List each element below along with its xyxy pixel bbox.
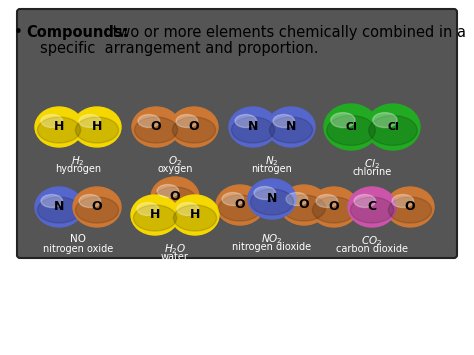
Ellipse shape bbox=[350, 197, 393, 223]
Text: $N_2$: $N_2$ bbox=[265, 154, 279, 168]
Ellipse shape bbox=[135, 117, 178, 143]
Ellipse shape bbox=[151, 177, 199, 217]
Text: H: H bbox=[92, 120, 102, 133]
Ellipse shape bbox=[310, 187, 358, 227]
Ellipse shape bbox=[138, 115, 160, 127]
Ellipse shape bbox=[132, 107, 180, 147]
Ellipse shape bbox=[286, 192, 308, 206]
Ellipse shape bbox=[73, 187, 121, 227]
Text: $H_2$: $H_2$ bbox=[71, 154, 85, 168]
Ellipse shape bbox=[327, 115, 375, 146]
Ellipse shape bbox=[386, 187, 434, 227]
Text: O: O bbox=[91, 201, 102, 213]
Text: $CO_2$: $CO_2$ bbox=[361, 234, 383, 248]
Ellipse shape bbox=[154, 187, 197, 213]
Ellipse shape bbox=[73, 107, 121, 147]
Ellipse shape bbox=[348, 187, 396, 227]
Ellipse shape bbox=[79, 115, 100, 127]
Text: O: O bbox=[170, 191, 180, 203]
Text: Cl: Cl bbox=[345, 122, 357, 132]
Ellipse shape bbox=[273, 115, 295, 127]
Text: •: • bbox=[14, 25, 23, 40]
Ellipse shape bbox=[177, 202, 199, 215]
Ellipse shape bbox=[79, 195, 100, 208]
Text: H: H bbox=[190, 208, 200, 222]
Text: O: O bbox=[151, 120, 161, 133]
Text: hydrogen: hydrogen bbox=[55, 164, 101, 174]
Ellipse shape bbox=[41, 115, 63, 127]
Text: $Cl_2$: $Cl_2$ bbox=[364, 157, 380, 171]
Ellipse shape bbox=[75, 197, 118, 223]
Text: $O_2$: $O_2$ bbox=[168, 154, 182, 168]
Text: specific  arrangement and proportion.: specific arrangement and proportion. bbox=[40, 41, 319, 56]
Ellipse shape bbox=[392, 195, 414, 208]
Text: O: O bbox=[405, 201, 415, 213]
Ellipse shape bbox=[37, 197, 81, 223]
Text: chlorine: chlorine bbox=[352, 167, 392, 177]
Text: $H_2O$: $H_2O$ bbox=[164, 242, 186, 256]
Text: nitrogen oxide: nitrogen oxide bbox=[43, 244, 113, 254]
Text: N: N bbox=[248, 120, 258, 133]
Ellipse shape bbox=[229, 107, 277, 147]
Ellipse shape bbox=[388, 197, 432, 223]
Text: C: C bbox=[367, 201, 376, 213]
Ellipse shape bbox=[176, 115, 198, 127]
Ellipse shape bbox=[216, 185, 264, 225]
Text: O: O bbox=[189, 120, 199, 133]
Text: O: O bbox=[328, 201, 339, 213]
Text: N: N bbox=[54, 201, 64, 213]
Ellipse shape bbox=[369, 115, 417, 146]
Ellipse shape bbox=[231, 117, 274, 143]
Ellipse shape bbox=[366, 104, 420, 150]
Ellipse shape bbox=[173, 205, 217, 231]
Text: NO: NO bbox=[70, 234, 86, 244]
Text: Cl: Cl bbox=[387, 122, 399, 132]
Text: H: H bbox=[150, 208, 160, 222]
Text: O: O bbox=[235, 198, 246, 212]
Text: $NO_2$: $NO_2$ bbox=[261, 232, 283, 246]
Ellipse shape bbox=[254, 186, 275, 200]
Ellipse shape bbox=[250, 189, 293, 215]
Ellipse shape bbox=[171, 195, 219, 235]
Ellipse shape bbox=[248, 179, 296, 219]
Ellipse shape bbox=[170, 107, 218, 147]
Ellipse shape bbox=[312, 197, 356, 223]
Text: nitrogen: nitrogen bbox=[252, 164, 292, 174]
Ellipse shape bbox=[222, 192, 244, 206]
Ellipse shape bbox=[35, 107, 83, 147]
Text: water: water bbox=[161, 252, 189, 262]
Ellipse shape bbox=[137, 202, 159, 215]
Ellipse shape bbox=[354, 195, 375, 208]
Ellipse shape bbox=[235, 115, 256, 127]
Text: Compounds:: Compounds: bbox=[26, 25, 128, 40]
Ellipse shape bbox=[131, 195, 179, 235]
Ellipse shape bbox=[41, 195, 63, 208]
Ellipse shape bbox=[173, 117, 216, 143]
Ellipse shape bbox=[316, 195, 337, 208]
Ellipse shape bbox=[324, 104, 378, 150]
Ellipse shape bbox=[331, 113, 355, 127]
Text: two or more elements chemically combined in a: two or more elements chemically combined… bbox=[108, 25, 466, 40]
Ellipse shape bbox=[133, 205, 177, 231]
Ellipse shape bbox=[267, 107, 315, 147]
Ellipse shape bbox=[75, 117, 118, 143]
Ellipse shape bbox=[280, 185, 328, 225]
Ellipse shape bbox=[283, 195, 326, 221]
FancyBboxPatch shape bbox=[17, 9, 457, 258]
Text: nitrogen dioxide: nitrogen dioxide bbox=[232, 242, 311, 252]
Ellipse shape bbox=[219, 195, 262, 221]
Ellipse shape bbox=[37, 117, 81, 143]
Text: carbon dioxide: carbon dioxide bbox=[336, 244, 408, 254]
Ellipse shape bbox=[157, 185, 179, 197]
Ellipse shape bbox=[35, 187, 83, 227]
Text: N: N bbox=[267, 192, 277, 206]
Text: oxygen: oxygen bbox=[157, 164, 193, 174]
Text: H: H bbox=[54, 120, 64, 133]
Text: N: N bbox=[286, 120, 296, 133]
Ellipse shape bbox=[269, 117, 312, 143]
Ellipse shape bbox=[373, 113, 397, 127]
Text: O: O bbox=[299, 198, 310, 212]
